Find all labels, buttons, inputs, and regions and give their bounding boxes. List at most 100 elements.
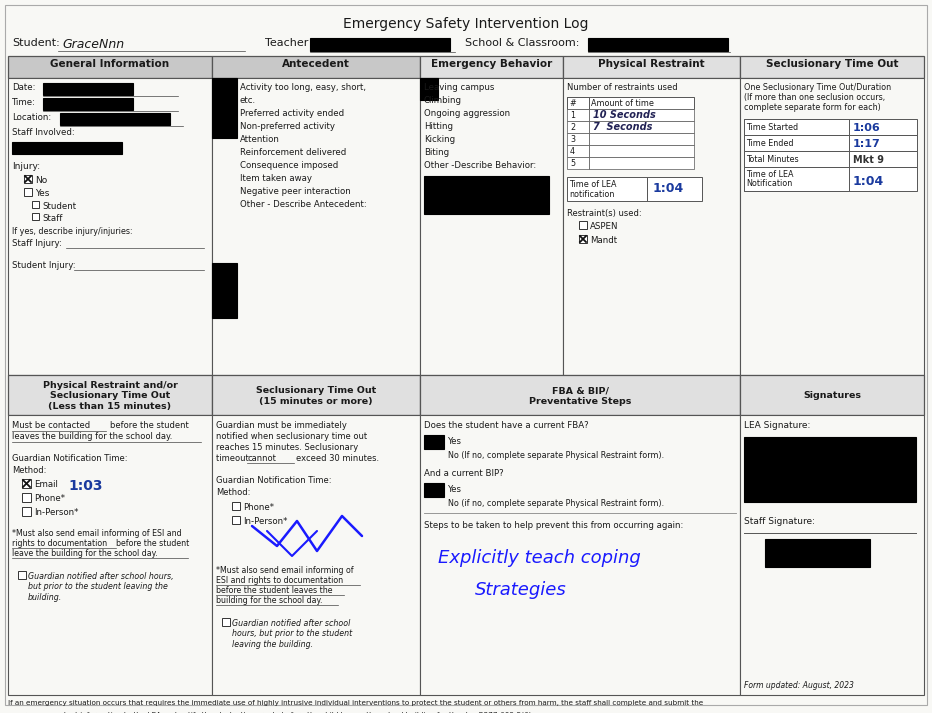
- Bar: [744, 119, 849, 135]
- Text: 10 Seconds: 10 Seconds: [593, 110, 656, 120]
- Text: Email: Email: [34, 480, 58, 489]
- Bar: [589, 109, 694, 121]
- Bar: [310, 38, 450, 51]
- Bar: [12, 142, 122, 154]
- Text: Strategies: Strategies: [475, 581, 567, 599]
- Bar: [740, 56, 924, 78]
- Text: Time:: Time:: [12, 98, 36, 107]
- Bar: [8, 78, 212, 375]
- Text: before the student leaves the: before the student leaves the: [216, 586, 333, 595]
- Bar: [420, 78, 563, 375]
- Text: 1:17: 1:17: [853, 139, 881, 149]
- Text: cannot: cannot: [247, 454, 276, 463]
- Bar: [740, 375, 924, 415]
- Text: LEA Signature:: LEA Signature:: [744, 421, 811, 430]
- Text: Yes: Yes: [448, 485, 462, 494]
- Bar: [567, 177, 647, 201]
- Bar: [8, 56, 212, 78]
- Text: leaving the building.: leaving the building.: [232, 640, 313, 649]
- Bar: [567, 157, 589, 169]
- Text: emergency contact information to the LEA and notify the student's parents before: emergency contact information to the LEA…: [8, 711, 534, 713]
- Text: Yes: Yes: [35, 189, 49, 198]
- Bar: [8, 415, 212, 695]
- Text: Non-preferred activity: Non-preferred activity: [240, 122, 335, 131]
- Text: 5: 5: [570, 159, 575, 168]
- Text: Guardian notified after school hours,: Guardian notified after school hours,: [28, 572, 173, 581]
- Text: One Seclusionary Time Out/Duration: One Seclusionary Time Out/Duration: [744, 83, 891, 92]
- Text: Does the student have a current FBA?: Does the student have a current FBA?: [424, 421, 589, 430]
- Text: Number of restraints used: Number of restraints used: [567, 83, 678, 92]
- Text: Time of LEA: Time of LEA: [569, 180, 616, 189]
- Bar: [420, 56, 563, 78]
- Bar: [43, 98, 133, 110]
- Text: Teacher: Teacher: [265, 38, 308, 48]
- Bar: [43, 83, 133, 95]
- Text: Negative peer interaction: Negative peer interaction: [240, 187, 350, 196]
- Bar: [232, 516, 240, 524]
- Text: Emergency Behavior: Emergency Behavior: [431, 59, 552, 69]
- Bar: [744, 167, 917, 191]
- Bar: [60, 113, 170, 125]
- Bar: [740, 78, 924, 375]
- Text: leave the building for the school day.: leave the building for the school day.: [12, 549, 158, 558]
- Bar: [579, 221, 587, 229]
- Bar: [24, 188, 32, 196]
- Text: Leaving campus: Leaving campus: [424, 83, 494, 92]
- Bar: [567, 121, 589, 133]
- Bar: [212, 415, 420, 695]
- Text: building for the school day.: building for the school day.: [216, 596, 322, 605]
- Text: No: No: [35, 176, 48, 185]
- Text: Method:: Method:: [216, 488, 251, 497]
- Bar: [232, 502, 240, 510]
- Bar: [8, 375, 212, 415]
- Text: before the student: before the student: [116, 539, 189, 548]
- Text: Preventative Steps: Preventative Steps: [528, 397, 631, 406]
- Bar: [420, 78, 438, 100]
- Bar: [420, 415, 740, 695]
- Text: Mkt 9: Mkt 9: [853, 155, 884, 165]
- Bar: [212, 78, 237, 138]
- Text: Student: Student: [42, 202, 76, 211]
- Text: Phone*: Phone*: [34, 494, 65, 503]
- Text: Guardian Notification Time:: Guardian Notification Time:: [12, 454, 128, 463]
- Text: Preferred activity ended: Preferred activity ended: [240, 109, 344, 118]
- Text: Reinforcement delivered: Reinforcement delivered: [240, 148, 347, 157]
- Text: #: #: [569, 99, 576, 108]
- Text: And a current BIP?: And a current BIP?: [424, 469, 503, 478]
- Text: Emergency Safety Intervention Log: Emergency Safety Intervention Log: [343, 17, 589, 31]
- Bar: [420, 375, 740, 415]
- Text: Signatures: Signatures: [803, 391, 861, 401]
- Text: *Must also send email informing of ESI and: *Must also send email informing of ESI a…: [12, 529, 182, 538]
- Text: Staff Injury:: Staff Injury:: [12, 239, 62, 248]
- Text: 7  Seconds: 7 Seconds: [593, 122, 652, 132]
- Text: rights to documentation: rights to documentation: [12, 539, 110, 548]
- Text: Student:: Student:: [12, 38, 60, 48]
- Bar: [18, 571, 26, 579]
- Text: Climbing: Climbing: [424, 96, 462, 105]
- Text: but prior to the student leaving the: but prior to the student leaving the: [28, 582, 168, 591]
- Text: 1:04: 1:04: [653, 182, 684, 195]
- Bar: [589, 121, 694, 133]
- Bar: [744, 167, 849, 191]
- Bar: [744, 119, 917, 135]
- Text: Time of LEA: Time of LEA: [746, 170, 793, 179]
- Text: (If more than one seclusion occurs,: (If more than one seclusion occurs,: [744, 93, 885, 102]
- Text: notified when seclusionary time out: notified when seclusionary time out: [216, 432, 367, 441]
- Text: Total Minutes: Total Minutes: [746, 155, 799, 164]
- Text: Seclusionary Time Out: Seclusionary Time Out: [256, 386, 377, 395]
- Text: Consequence imposed: Consequence imposed: [240, 161, 338, 170]
- Text: Guardian must be immediately: Guardian must be immediately: [216, 421, 347, 430]
- Text: No (If no, complete separate Physical Restraint form).: No (If no, complete separate Physical Re…: [448, 451, 665, 460]
- Text: ESI and rights to documentation: ESI and rights to documentation: [216, 576, 343, 585]
- Bar: [744, 151, 917, 167]
- Text: 2: 2: [570, 123, 575, 132]
- Bar: [222, 618, 230, 626]
- Bar: [744, 135, 849, 151]
- Text: Yes: Yes: [448, 437, 462, 446]
- Text: Staff: Staff: [42, 214, 62, 223]
- Bar: [588, 38, 728, 51]
- Text: In-Person*: In-Person*: [243, 517, 287, 526]
- Text: (15 minutes or more): (15 minutes or more): [259, 397, 373, 406]
- Bar: [563, 78, 740, 375]
- Bar: [32, 213, 39, 220]
